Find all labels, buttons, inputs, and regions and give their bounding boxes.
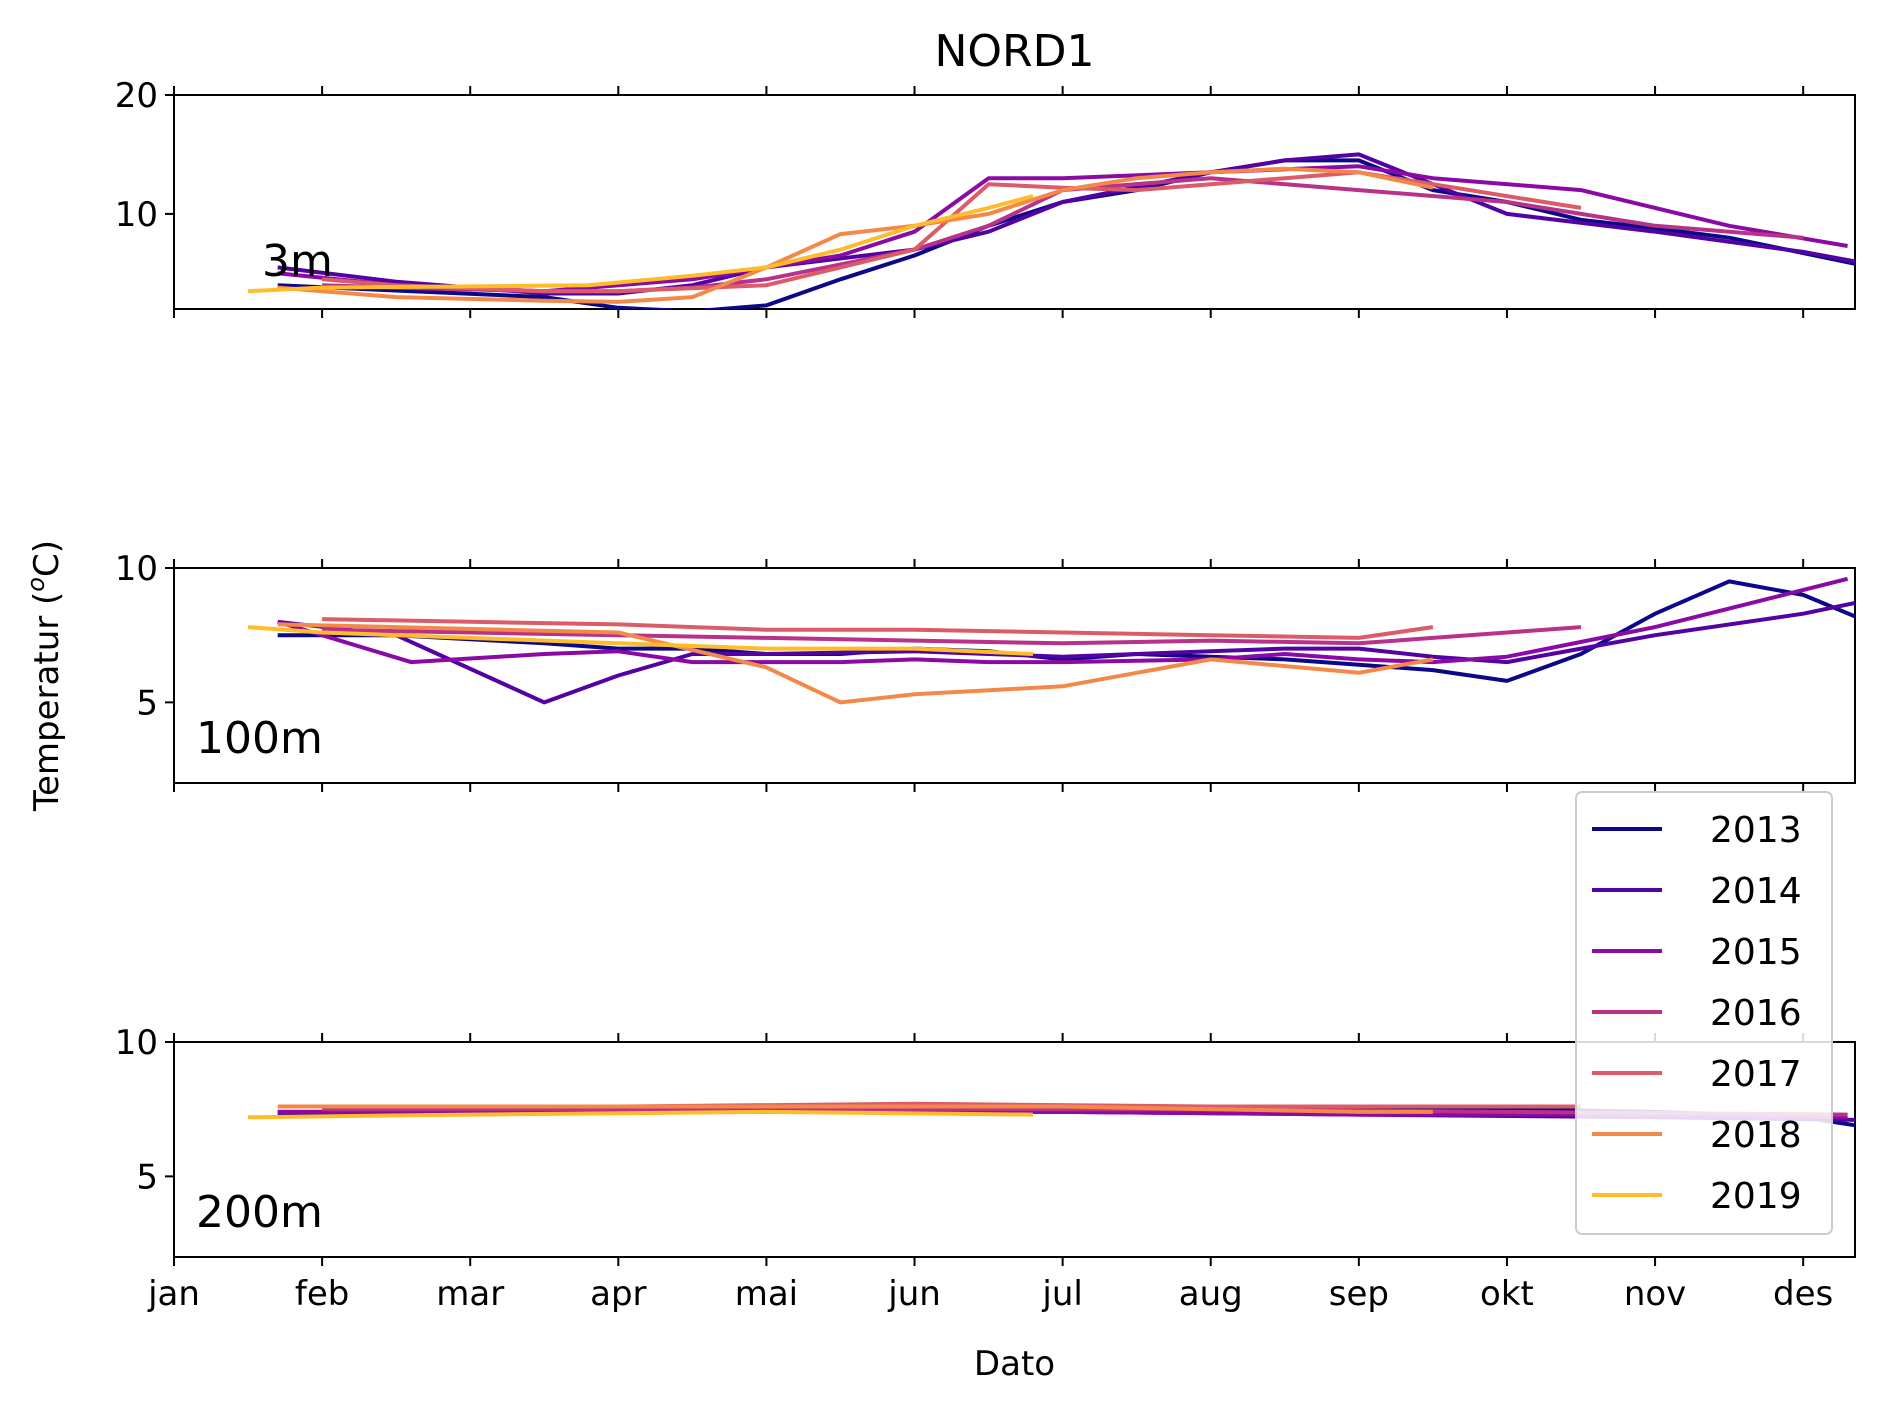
series-line-3m-2015 [277, 164, 1848, 294]
series-line-100m-2014 [277, 600, 1855, 705]
series-line-200m-2018 [277, 1104, 1433, 1114]
legend: 2013 2014 2015 2016 2017 2018 2019 [1575, 791, 1833, 1235]
series-line-100m-2019 [247, 625, 1034, 656]
x-tick-label: okt [1480, 1274, 1534, 1314]
legend-label-2018: 2018 [1710, 1115, 1802, 1156]
series-line-100m-2017 [322, 617, 1434, 640]
x-tick-label: feb [295, 1274, 349, 1314]
y-tick-label: 10 [115, 1023, 158, 1063]
y-axis-label-prefix: Temperatur ( [27, 592, 67, 812]
plot-frame-3m [173, 94, 1856, 310]
y-tick-label: 10 [115, 195, 158, 235]
series-line-100m-2015 [277, 576, 1849, 665]
panel-100m: 5 10 100m [115, 549, 1856, 792]
legend-items: 2013 2014 2015 2016 2017 2018 2019 [1592, 810, 1802, 1217]
x-tick-label: des [1773, 1274, 1833, 1314]
y-tick-label: 5 [136, 1157, 158, 1197]
tick-layer-200m: 5 10 jan feb mar apr mai jun jul aug sep okt nov des [115, 1023, 1834, 1314]
series-line-100m-2016 [322, 625, 1582, 646]
tick-layer-3m: 10 20 [115, 76, 1805, 318]
panel-label-100m: 100m [196, 713, 323, 764]
x-tick-label: mai [735, 1274, 798, 1314]
series-line-3m-2018 [277, 166, 1434, 304]
legend-label-2015: 2015 [1710, 932, 1802, 973]
x-tick-label: jan [147, 1274, 200, 1314]
x-tick-label: jul [1041, 1274, 1082, 1314]
y-tick-label: 10 [115, 549, 158, 589]
y-axis-label-suffix: C) [27, 540, 67, 577]
series-line-200m-2016 [322, 1107, 1848, 1117]
legend-box [1575, 791, 1833, 1235]
tick-layer-100m: 5 10 [115, 549, 1805, 792]
y-tick-label: 20 [115, 76, 158, 116]
x-tick-label: jun [887, 1274, 941, 1314]
series-line-3m-2019 [248, 194, 1034, 294]
y-axis-label: Temperatur (oC) [22, 540, 67, 812]
legend-label-2014: 2014 [1710, 871, 1802, 912]
legend-label-2017: 2017 [1710, 1054, 1802, 1095]
series-line-3m-2016 [322, 176, 1804, 294]
x-axis-label: Dato [974, 1344, 1055, 1384]
legend-label-2016: 2016 [1710, 993, 1802, 1034]
series-line-100m-2018 [277, 622, 1434, 705]
plot-frame-200m [173, 1041, 1856, 1258]
series-layer-3m [248, 152, 1855, 309]
panel-3m: 10 20 3m [115, 76, 1856, 318]
y-tick-label: 5 [136, 683, 158, 723]
chart-title: NORD1 [935, 26, 1095, 77]
x-tick-label: nov [1624, 1274, 1686, 1314]
panel-label-200m: 200m [196, 1187, 323, 1238]
x-tick-label: apr [590, 1274, 646, 1314]
plot-frame-100m [173, 567, 1856, 784]
series-line-3m-2017 [321, 170, 1582, 294]
series-line-3m-2014 [277, 152, 1855, 296]
legend-label-2019: 2019 [1710, 1176, 1802, 1217]
x-tick-label: sep [1329, 1274, 1389, 1314]
x-tick-label: mar [436, 1274, 504, 1314]
series-layer-100m [247, 576, 1855, 705]
x-tick-label: aug [1179, 1274, 1243, 1314]
legend-label-2013: 2013 [1710, 810, 1802, 851]
panel-label-3m: 3m [262, 236, 333, 287]
y-axis-label-superscript: o [22, 577, 50, 592]
series-line-200m-2019 [248, 1109, 1034, 1120]
